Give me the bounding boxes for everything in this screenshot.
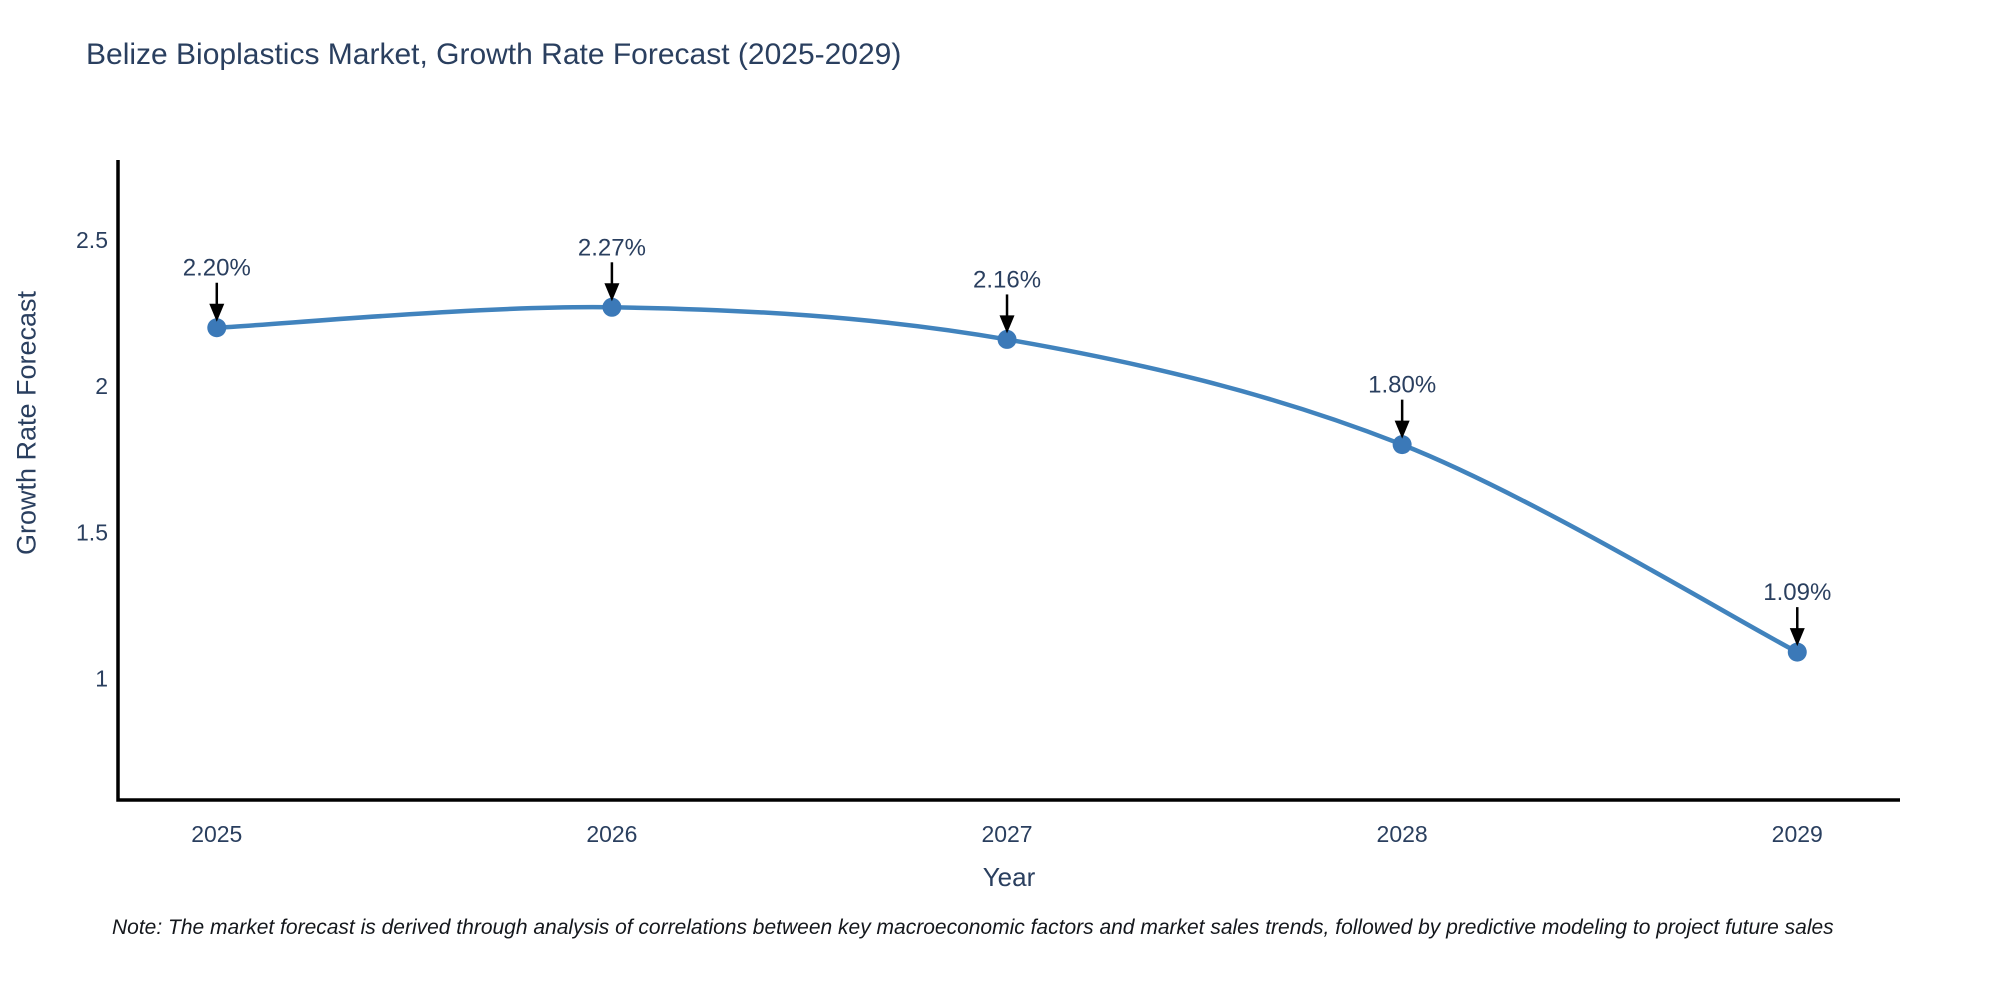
data-point-marker [997,329,1017,349]
x-axis-tick-label: 2027 [981,821,1032,847]
x-axis-tick-label: 2028 [1377,821,1428,847]
data-point-marker [1392,435,1412,455]
annotation-arrowhead [604,283,620,302]
annotation-label: 1.80% [1368,372,1436,399]
x-axis-tick-label: 2026 [586,821,637,847]
annotation-label: 2.27% [578,234,646,261]
trace-line [216,304,1799,655]
y-axis-tick-label: 1 [95,665,108,691]
annotation-label: 2.16% [973,266,1041,293]
y-axis-title: Growth Rate Forecast [11,290,42,556]
annotation-arrowhead [999,315,1015,334]
y-axis-tick-label: 2.5 [76,227,108,253]
chart-title: Belize Bioplastics Market, Growth Rate F… [86,38,902,71]
annotation-arrowhead [1394,420,1410,439]
annotation-label: 2.20% [183,255,251,282]
axis-line [116,160,1900,802]
data-point-marker [602,297,622,317]
x-axis-tick-label: 2029 [1772,821,1823,847]
x-axis-tick-label: 2025 [191,821,242,847]
x-axis-title: Year [982,862,1036,892]
annotation-label: 1.09% [1763,579,1831,606]
data-point-marker [1787,642,1807,662]
footnote: Note: The market forecast is derived thr… [112,916,1834,939]
data-point-marker [207,318,227,338]
y-axis-tick-label: 1.5 [76,519,108,545]
y-axis-tick-label: 2 [95,373,108,399]
annotation-arrowhead [209,303,225,322]
annotation-arrowhead [1789,628,1805,647]
